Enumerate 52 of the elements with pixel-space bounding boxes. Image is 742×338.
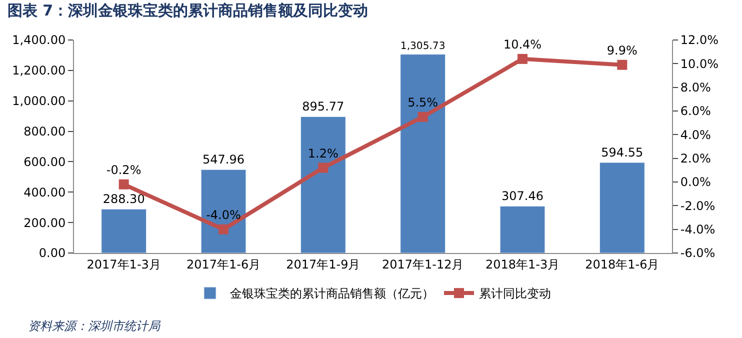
x-tick-label: 2018年1-3月 xyxy=(485,257,560,272)
bar xyxy=(300,116,346,253)
legend-label: 金银珠宝类的累计商品销售额（亿元） xyxy=(230,286,434,301)
text: 资料来源：深圳市统计局 xyxy=(28,319,161,333)
y-tick-label: 1,400.00 xyxy=(12,33,66,48)
legend-label: 累计同比变动 xyxy=(479,286,551,301)
bar xyxy=(101,208,147,253)
x-tick-label: 2017年1-6月 xyxy=(186,257,261,272)
data-label: -4.0% xyxy=(206,208,241,222)
chart-title: 图表 7：深圳金银珠宝类的累计商品销售额及同比变动 xyxy=(7,2,368,20)
data-label: 288.30 xyxy=(102,192,145,206)
y-tick-label: 200.00 xyxy=(24,216,66,230)
data-label: 307.46 xyxy=(502,189,544,204)
y2-tick-label: 6.0% xyxy=(680,104,711,118)
data-label: 5.5% xyxy=(408,96,438,110)
x-tick-label: 2017年1-3月 xyxy=(86,257,161,272)
data-label: 895.77 xyxy=(302,100,344,114)
point xyxy=(318,162,328,173)
data-label: 547.96 xyxy=(202,152,245,167)
point xyxy=(118,179,129,190)
y-tick-label: 400.00 xyxy=(24,185,66,200)
data-label: 594.55 xyxy=(601,146,644,160)
y2-tick-label: -6.0% xyxy=(680,246,716,260)
x-tick-label: 2018年1-6月 xyxy=(585,257,660,272)
point xyxy=(218,224,228,234)
y-tick-label: 1,000.00 xyxy=(12,94,66,108)
y2-tick-label: 10.0% xyxy=(680,56,719,71)
bar xyxy=(200,169,246,253)
point xyxy=(518,54,528,64)
x-tick-label: 2017年1-9月 xyxy=(286,257,360,272)
data-label: 9.9% xyxy=(606,44,638,58)
x-tick-label: 2017年1-12月 xyxy=(382,257,464,272)
data-label: -0.2% xyxy=(106,163,142,178)
y2-tick-label: 2.0% xyxy=(680,152,711,166)
data-label: 1,305.73 xyxy=(400,40,446,52)
bar xyxy=(400,54,446,253)
data-label: 10.4% xyxy=(503,38,542,52)
bar xyxy=(500,206,546,253)
y-tick-label: 800.00 xyxy=(24,124,66,138)
y2-tick-label: -4.0% xyxy=(680,222,716,237)
y2-tick-label: 4.0% xyxy=(680,128,711,142)
bar xyxy=(599,162,645,253)
data-label: 1.2% xyxy=(308,146,338,161)
point xyxy=(418,112,428,122)
y-tick-label: 1,200.00 xyxy=(12,64,66,78)
y2-tick-label: 8.0% xyxy=(680,80,711,95)
y2-tick-label: 0.0% xyxy=(680,175,711,190)
y2-tick-label: -2.0% xyxy=(680,198,716,213)
y-tick-label: 600.00 xyxy=(24,154,66,169)
point xyxy=(617,60,628,70)
y-tick-label: 0.00 xyxy=(38,246,66,260)
y2-tick-label: 12.0% xyxy=(680,33,719,48)
